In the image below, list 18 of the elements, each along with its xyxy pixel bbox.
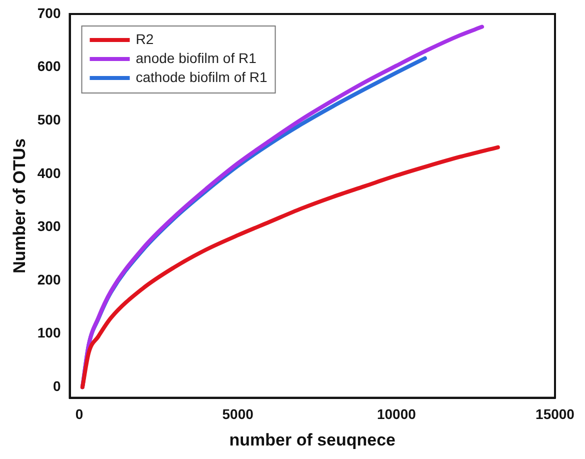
legend-label: cathode biofilm of R1 — [136, 68, 268, 85]
y-tick-label: 600 — [37, 58, 61, 74]
y-axis-title: Number of OTUs — [10, 138, 29, 274]
y-tick-label: 300 — [37, 218, 61, 234]
x-tick-label: 0 — [75, 406, 84, 422]
x-tick-label: 5000 — [222, 406, 254, 422]
x-axis-title: number of seuqnece — [229, 430, 396, 450]
y-tick-label: 100 — [37, 324, 61, 341]
x-tick-label: 10000 — [376, 406, 416, 422]
y-tick-label: 0 — [52, 378, 61, 394]
y-tick-label: 400 — [37, 164, 61, 181]
y-tick-label: 500 — [37, 111, 61, 128]
y-tick-label: 700 — [37, 4, 61, 21]
line-series — [80, 145, 500, 390]
legend-label: R2 — [136, 30, 154, 47]
legend-label: anode biofilm of R1 — [136, 50, 257, 66]
x-tick-label: 15000 — [536, 406, 575, 422]
y-tick-label: 200 — [37, 271, 61, 288]
